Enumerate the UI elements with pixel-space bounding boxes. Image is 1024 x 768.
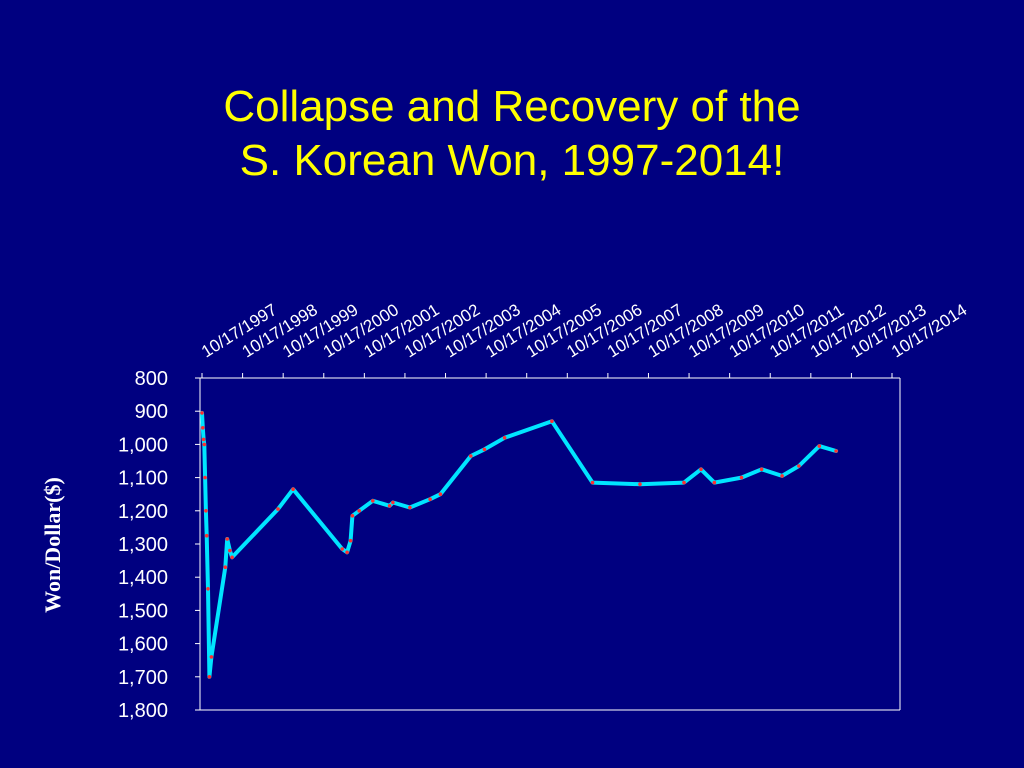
data-point bbox=[550, 419, 554, 424]
data-point bbox=[469, 454, 473, 458]
data-point bbox=[204, 533, 209, 538]
title-line-1: Collapse and Recovery of the bbox=[223, 82, 801, 131]
data-point bbox=[202, 442, 207, 447]
data-point bbox=[682, 480, 686, 485]
data-point bbox=[712, 480, 717, 485]
data-point bbox=[357, 509, 362, 513]
data-point bbox=[223, 565, 228, 569]
title-line-2: S. Korean Won, 1997-2014! bbox=[239, 136, 785, 185]
y-tick-label: 1,500 bbox=[118, 600, 168, 622]
data-point bbox=[438, 492, 443, 497]
data-point bbox=[797, 464, 801, 468]
data-point bbox=[345, 550, 349, 555]
y-tick-label: 1,400 bbox=[118, 567, 168, 589]
data-point bbox=[200, 411, 204, 415]
data-point bbox=[225, 537, 229, 541]
y-tick-label: 1,700 bbox=[118, 667, 168, 689]
data-point bbox=[759, 467, 764, 472]
data-point bbox=[201, 437, 206, 442]
y-tick-label: 1,000 bbox=[118, 434, 168, 456]
data-point bbox=[204, 509, 208, 513]
data-point bbox=[834, 449, 838, 453]
data-point bbox=[276, 507, 280, 511]
y-tick-label: 1,100 bbox=[118, 468, 168, 490]
data-point bbox=[502, 436, 507, 440]
data-point bbox=[817, 444, 822, 448]
data-point bbox=[699, 467, 703, 472]
axes bbox=[195, 373, 901, 711]
data-point bbox=[203, 475, 207, 480]
y-tick-label: 800 bbox=[135, 368, 168, 390]
y-tick-label: 1,200 bbox=[118, 501, 168, 523]
data-point bbox=[206, 587, 210, 591]
data-point bbox=[340, 547, 345, 551]
data-point bbox=[590, 480, 595, 485]
series-line bbox=[200, 410, 839, 679]
data-point bbox=[230, 555, 234, 560]
data-point bbox=[209, 655, 214, 659]
data-point bbox=[638, 482, 642, 487]
data-point bbox=[228, 548, 232, 553]
y-tick-label: 1,600 bbox=[118, 634, 168, 656]
data-point bbox=[408, 505, 412, 510]
data-point bbox=[201, 426, 205, 430]
data-point bbox=[780, 474, 784, 478]
data-point bbox=[739, 475, 744, 480]
data-point bbox=[291, 487, 295, 492]
data-point bbox=[482, 447, 487, 452]
slide-title: Collapse and Recovery of the S. Korean W… bbox=[0, 80, 1024, 188]
y-axis-title: Won/Dollar($) bbox=[40, 477, 65, 613]
data-point bbox=[428, 497, 432, 502]
data-point bbox=[350, 514, 355, 518]
data-point bbox=[391, 500, 395, 505]
data-point bbox=[348, 538, 353, 543]
y-tick-label: 1,300 bbox=[118, 534, 168, 556]
series bbox=[200, 410, 839, 679]
data-point bbox=[371, 499, 375, 503]
data-point bbox=[207, 675, 212, 679]
y-tick-label: 900 bbox=[135, 401, 168, 423]
tick-labels: 800 900 1,000 1,100 1,200 1,300 1,400 1,500 1,60… bbox=[118, 300, 970, 722]
data-point bbox=[387, 504, 392, 508]
y-tick-label: 1,800 bbox=[118, 700, 168, 722]
